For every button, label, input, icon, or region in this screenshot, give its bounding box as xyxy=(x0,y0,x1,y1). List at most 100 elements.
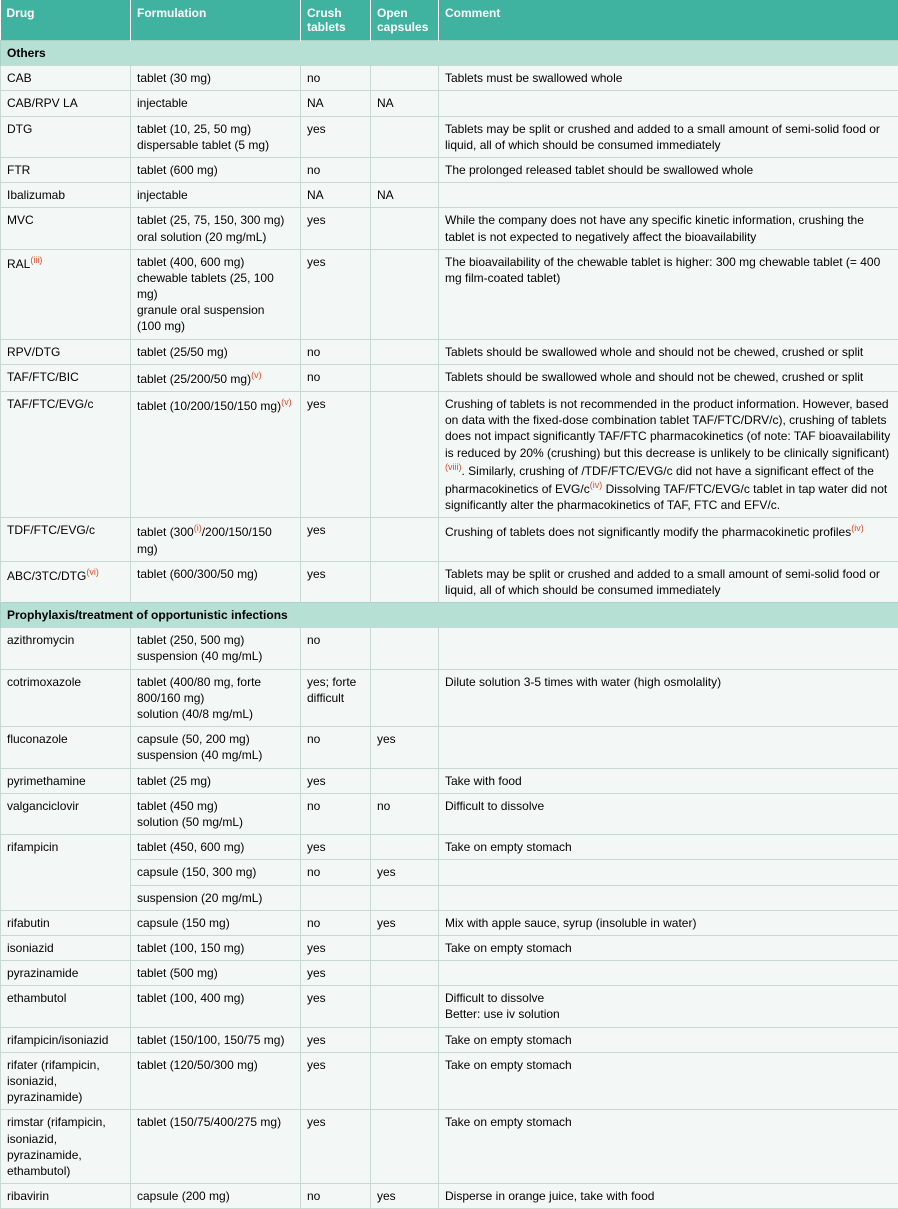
cell-crush: no xyxy=(301,727,371,768)
table-row: fluconazolecapsule (50, 200 mg)suspensio… xyxy=(1,727,898,768)
cell-open xyxy=(371,669,439,727)
table-row: rifater (rifampicin, isoniazid, pyrazina… xyxy=(1,1052,898,1110)
cell-open xyxy=(371,768,439,793)
table-row: isoniazidtablet (100, 150 mg)yesTake on … xyxy=(1,935,898,960)
cell-drug: azithromycin xyxy=(1,628,131,669)
cell-drug: TDF/FTC/EVG/c xyxy=(1,518,131,561)
cell-open xyxy=(371,66,439,91)
cell-drug: pyrimethamine xyxy=(1,768,131,793)
table-head: Drug Formulation Crush tablets Open caps… xyxy=(1,0,898,41)
cell-crush: yes xyxy=(301,768,371,793)
table-row: valganciclovirtablet (450 mg)solution (5… xyxy=(1,793,898,834)
cell-drug: RAL(iii) xyxy=(1,249,131,339)
cell-drug: cotrimoxazole xyxy=(1,669,131,727)
table-row: pyrazinamidetablet (500 mg)yes xyxy=(1,961,898,986)
cell-crush xyxy=(301,885,371,910)
cell-comment: The prolonged released tablet should be … xyxy=(439,157,898,182)
table-row: CABtablet (30 mg)noTablets must be swall… xyxy=(1,66,898,91)
cell-formulation: tablet (25/200/50 mg)(v) xyxy=(131,364,301,391)
table-row: rimstar (rifampicin, isoniazid, pyrazina… xyxy=(1,1110,898,1184)
cell-comment xyxy=(439,628,898,669)
cell-open: yes xyxy=(371,727,439,768)
cell-crush: NA xyxy=(301,91,371,116)
cell-drug: ABC/3TC/DTG(vi) xyxy=(1,561,131,602)
cell-comment: Take on empty stomach xyxy=(439,935,898,960)
table-row: TAF/FTC/EVG/ctablet (10/200/150/150 mg)(… xyxy=(1,392,898,518)
cell-crush: no xyxy=(301,66,371,91)
cell-comment xyxy=(439,961,898,986)
cell-comment: Take on empty stomach xyxy=(439,1110,898,1184)
cell-comment xyxy=(439,885,898,910)
cell-drug: DTG xyxy=(1,116,131,157)
cell-drug: rimstar (rifampicin, isoniazid, pyrazina… xyxy=(1,1110,131,1184)
cell-formulation: tablet (300(i)/200/150/150 mg) xyxy=(131,518,301,561)
col-form: Formulation xyxy=(131,0,301,41)
cell-formulation: injectable xyxy=(131,183,301,208)
cell-comment xyxy=(439,860,898,885)
cell-formulation: tablet (600 mg) xyxy=(131,157,301,182)
cell-comment xyxy=(439,91,898,116)
cell-crush: no xyxy=(301,910,371,935)
cell-open xyxy=(371,1052,439,1110)
cell-open xyxy=(371,208,439,249)
section-title: Prophylaxis/treatment of opportunistic i… xyxy=(1,603,898,628)
cell-formulation: tablet (400, 600 mg)chewable tablets (25… xyxy=(131,249,301,339)
cell-crush: yes xyxy=(301,1052,371,1110)
cell-comment: Tablets may be split or crushed and adde… xyxy=(439,561,898,602)
cell-drug: FTR xyxy=(1,157,131,182)
cell-open xyxy=(371,986,439,1027)
cell-crush: yes xyxy=(301,208,371,249)
cell-comment: Disperse in orange juice, take with food xyxy=(439,1184,898,1209)
cell-drug: ribavirin xyxy=(1,1184,131,1209)
cell-comment: Mix with apple sauce, syrup (insoluble i… xyxy=(439,910,898,935)
cell-crush: no xyxy=(301,157,371,182)
cell-formulation: tablet (450, 600 mg) xyxy=(131,835,301,860)
cell-crush: yes xyxy=(301,935,371,960)
cell-formulation: tablet (25/50 mg) xyxy=(131,339,301,364)
col-comment: Comment xyxy=(439,0,898,41)
footnote-ref: (v) xyxy=(251,370,262,380)
cell-open xyxy=(371,935,439,960)
footnote-ref: (iii) xyxy=(30,255,42,265)
cell-formulation: tablet (25, 75, 150, 300 mg)oral solutio… xyxy=(131,208,301,249)
cell-open: no xyxy=(371,793,439,834)
footnote-ref: (iv) xyxy=(851,523,864,533)
cell-comment: Tablets should be swallowed whole and sh… xyxy=(439,364,898,391)
cell-formulation: injectable xyxy=(131,91,301,116)
cell-crush: yes xyxy=(301,1110,371,1184)
cell-crush: no xyxy=(301,364,371,391)
cell-formulation: capsule (150 mg) xyxy=(131,910,301,935)
cell-open: yes xyxy=(371,860,439,885)
cell-crush: yes xyxy=(301,986,371,1027)
table-row: cotrimoxazoletablet (400/80 mg, forte 80… xyxy=(1,669,898,727)
table-row: pyrimethaminetablet (25 mg)yesTake with … xyxy=(1,768,898,793)
cell-comment: Crushing of tablets does not significant… xyxy=(439,518,898,561)
cell-open xyxy=(371,339,439,364)
cell-drug: RPV/DTG xyxy=(1,339,131,364)
cell-open xyxy=(371,835,439,860)
cell-formulation: suspension (20 mg/mL) xyxy=(131,885,301,910)
cell-formulation: tablet (10, 25, 50 mg)dispersable tablet… xyxy=(131,116,301,157)
cell-drug: MVC xyxy=(1,208,131,249)
table-row: ABC/3TC/DTG(vi)tablet (600/300/50 mg)yes… xyxy=(1,561,898,602)
section-header: Prophylaxis/treatment of opportunistic i… xyxy=(1,603,898,628)
cell-crush: yes xyxy=(301,249,371,339)
table-row: RAL(iii)tablet (400, 600 mg)chewable tab… xyxy=(1,249,898,339)
cell-open: yes xyxy=(371,910,439,935)
cell-formulation: tablet (120/50/300 mg) xyxy=(131,1052,301,1110)
cell-open xyxy=(371,1110,439,1184)
table-row: CAB/RPV LAinjectableNANA xyxy=(1,91,898,116)
table-row: azithromycintablet (250, 500 mg)suspensi… xyxy=(1,628,898,669)
section-title: Others xyxy=(1,41,898,66)
cell-comment: The bioavailability of the chewable tabl… xyxy=(439,249,898,339)
cell-crush: NA xyxy=(301,183,371,208)
cell-drug: rifampicin xyxy=(1,835,131,911)
table-row: TDF/FTC/EVG/ctablet (300(i)/200/150/150 … xyxy=(1,518,898,561)
col-open: Open capsules xyxy=(371,0,439,41)
cell-drug: TAF/FTC/EVG/c xyxy=(1,392,131,518)
cell-open: yes xyxy=(371,1184,439,1209)
cell-open xyxy=(371,885,439,910)
footnote-ref: (v) xyxy=(281,397,292,407)
table-row: RPV/DTGtablet (25/50 mg)noTablets should… xyxy=(1,339,898,364)
cell-open: NA xyxy=(371,91,439,116)
